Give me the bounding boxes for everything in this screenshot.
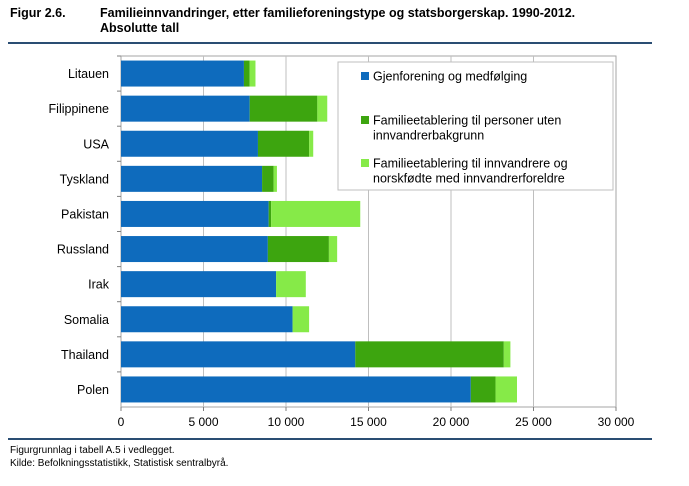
bar-segment <box>268 200 272 227</box>
bar-segment <box>276 271 306 298</box>
bar-segment <box>503 341 511 368</box>
bar-segment <box>249 60 256 87</box>
legend-swatch <box>361 72 369 80</box>
bar-segment <box>309 130 314 157</box>
bar-segment <box>249 95 318 122</box>
x-tick-label: 20 000 <box>433 415 470 429</box>
bar-segment <box>121 60 244 87</box>
bar-segment <box>121 306 293 333</box>
bar-segment <box>121 341 356 368</box>
footer-note: Figurgrunnlag i tabell A.5 i vedlegget. <box>10 445 175 456</box>
category-label: USA <box>83 137 109 151</box>
legend-box <box>337 61 614 191</box>
bar-segment <box>121 376 471 403</box>
bar-segment <box>121 165 263 192</box>
bar-segment <box>355 341 504 368</box>
category-label: Filippinene <box>49 102 110 116</box>
category-label: Pakistan <box>61 207 109 221</box>
bar-segment <box>257 130 310 157</box>
footer-rule <box>8 438 652 440</box>
x-tick-label: 0 <box>118 415 125 429</box>
footer-source: Kilde: Befolkningsstatistikk, Statistisk… <box>10 458 229 469</box>
header-rule <box>8 42 652 44</box>
bar-segment <box>121 130 258 157</box>
x-tick-label: 15 000 <box>350 415 387 429</box>
x-tick-label: 25 000 <box>515 415 552 429</box>
bar-segment <box>273 165 277 192</box>
category-label: Tyskland <box>60 172 109 186</box>
category-label: Polen <box>77 383 109 397</box>
x-tick-label: 10 000 <box>268 415 305 429</box>
legend-swatch <box>361 159 369 167</box>
figure-title-line-1: Familieinnvandringer, etter familieforen… <box>100 6 576 20</box>
bar-segment <box>271 200 361 227</box>
category-label: Litauen <box>68 67 109 81</box>
legend-label: Gjenforening og medfølging <box>373 70 527 84</box>
legend-swatch <box>361 116 369 124</box>
stacked-bar-chart: 0 5 000 10 000 15 000 20 000 25 000 30 000 Lita… <box>49 55 635 429</box>
category-label: Russland <box>57 243 109 257</box>
x-tick-label: 30 000 <box>598 415 635 429</box>
figure-number: Figur 2.6. <box>10 6 66 20</box>
category-label: Thailand <box>61 348 109 362</box>
x-tick-label: 5 000 <box>188 415 218 429</box>
figure-footer: Figurgrunnlag i tabell A.5 i vedlegget. … <box>10 444 228 470</box>
figure-title-line-2: Absolutte tall <box>100 21 180 35</box>
bar-segment <box>470 376 496 403</box>
bar-segment <box>121 200 269 227</box>
legend-label: norskfødte med innvandrerforeldre <box>373 172 565 186</box>
bar-segment <box>121 95 250 122</box>
legend-label: innvandrerbakgrunn <box>373 129 484 143</box>
bar-segment <box>121 236 268 263</box>
figure-title: Familieinnvandringer, etter familieforen… <box>100 6 670 36</box>
bar-segment <box>328 236 338 263</box>
legend-label: Familieetablering til personer uten <box>373 114 561 128</box>
category-label: Irak <box>88 278 110 292</box>
bar-segment <box>243 60 250 87</box>
bar-segment <box>121 271 277 298</box>
category-label: Somalia <box>64 313 109 327</box>
legend-label: Familieetablering til innvandrere og <box>373 157 568 171</box>
bar-segment <box>267 236 329 263</box>
bar-segment <box>495 376 517 403</box>
bar-segment <box>317 95 328 122</box>
bar-segment <box>292 306 310 333</box>
bar-segment <box>262 165 274 192</box>
